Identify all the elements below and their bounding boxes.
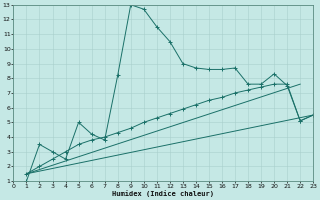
X-axis label: Humidex (Indice chaleur): Humidex (Indice chaleur): [112, 190, 214, 197]
